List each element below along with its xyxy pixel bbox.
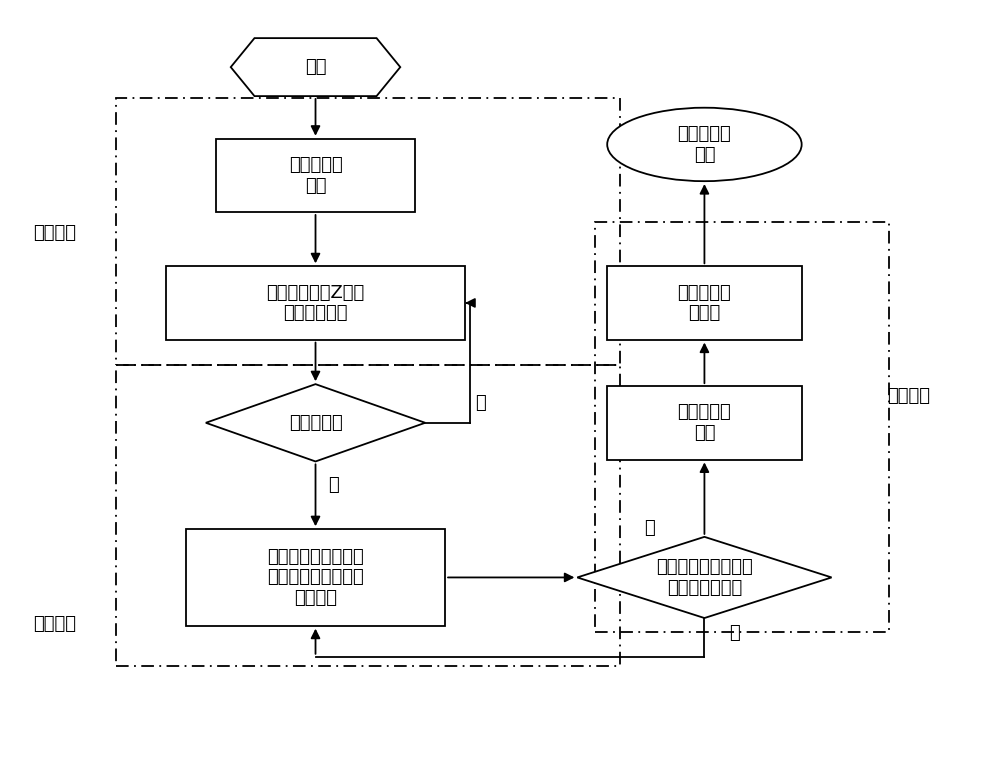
Text: 锁定气味源
的位置: 锁定气味源 的位置 (678, 283, 731, 322)
Ellipse shape (607, 108, 802, 181)
Text: 气味源搜索
结束: 气味源搜索 结束 (678, 125, 731, 164)
Polygon shape (231, 38, 400, 96)
Text: 划分扇形子
区域: 划分扇形子 区域 (289, 156, 342, 195)
Text: 是: 是 (644, 518, 655, 536)
Text: 基于异步并行粒子群
进化的多机器人协作
搜索策略: 基于异步并行粒子群 进化的多机器人协作 搜索策略 (267, 548, 364, 608)
Text: 第一阶段: 第一阶段 (33, 224, 76, 242)
Text: 测得气味？: 测得气味？ (289, 414, 342, 431)
Polygon shape (577, 537, 832, 618)
FancyBboxPatch shape (216, 139, 415, 212)
Text: 否: 否 (729, 625, 740, 643)
FancyBboxPatch shape (186, 529, 445, 625)
Text: 是: 是 (328, 476, 339, 494)
Polygon shape (206, 384, 425, 462)
Text: 遇边界折回的Z字形
烟羽发现策略: 遇边界折回的Z字形 烟羽发现策略 (266, 283, 365, 322)
FancyBboxPatch shape (607, 266, 802, 340)
Text: 第三阶段: 第三阶段 (887, 386, 930, 405)
Text: 否: 否 (475, 394, 485, 413)
Text: 第二阶段: 第二阶段 (33, 615, 76, 633)
FancyBboxPatch shape (607, 386, 802, 459)
Text: 开始: 开始 (305, 58, 326, 76)
Text: 收到环境监测粒子广
播的终止命令？: 收到环境监测粒子广 播的终止命令？ (656, 558, 753, 597)
Text: 执行逐步前
进法: 执行逐步前 进法 (678, 404, 731, 442)
FancyBboxPatch shape (166, 266, 465, 340)
